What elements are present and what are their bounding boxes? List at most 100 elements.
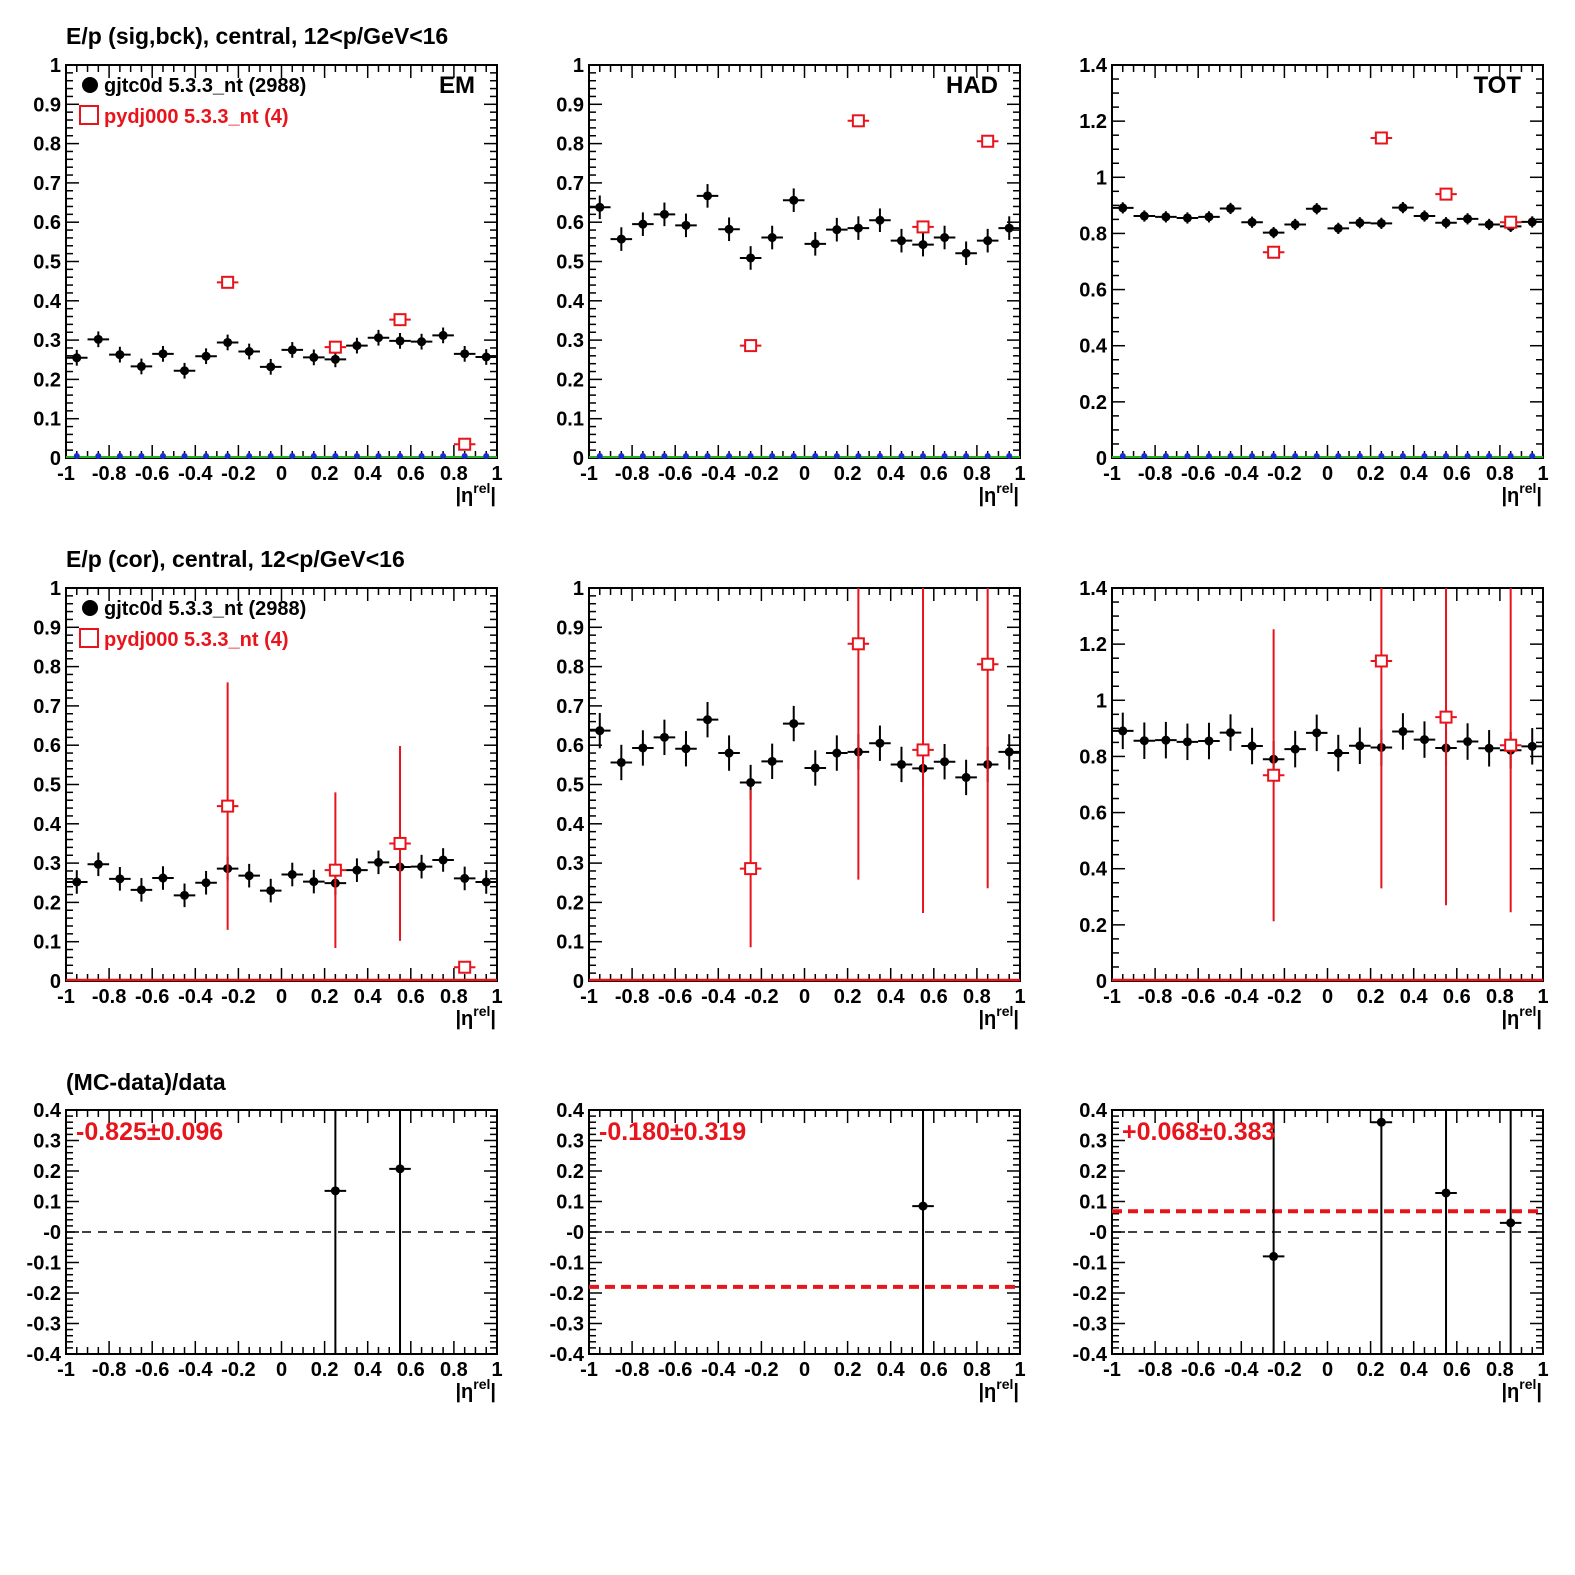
baseline-blue-point — [1313, 453, 1320, 459]
baseline-blue-point — [375, 453, 382, 459]
y-tick-label: 0.4 — [33, 291, 62, 313]
x-tick-label: 0.4 — [354, 1359, 383, 1381]
y-tick-label: 0.6 — [556, 735, 584, 757]
x-axis-label: |ηrel| — [978, 1003, 1019, 1030]
x-tick-label: -0.2 — [1267, 463, 1301, 485]
x-axis-label: |ηrel| — [978, 480, 1019, 507]
data-point — [158, 349, 168, 359]
data-point — [373, 857, 383, 867]
data-point — [1312, 204, 1322, 214]
x-tick-label: -0.2 — [221, 1359, 255, 1381]
x-tick-label: -0.2 — [1267, 986, 1301, 1008]
mc-point — [458, 960, 472, 974]
baseline-blue-point — [1162, 453, 1169, 459]
baseline-blue-point — [920, 453, 927, 459]
data-point — [417, 862, 427, 872]
data-point — [1204, 736, 1214, 746]
baseline-blue-point — [876, 453, 883, 459]
x-tick-label: 0 — [1322, 1359, 1333, 1381]
data-point — [244, 871, 254, 881]
y-tick-label: 0.1 — [33, 409, 61, 431]
y-tick-label: 1 — [573, 55, 584, 77]
baseline-blue-point — [1443, 453, 1450, 459]
y-tick-label: -0.1 — [550, 1253, 584, 1275]
fit-result-label: -0.825±0.096 — [76, 1118, 223, 1146]
baseline-blue-point — [1464, 453, 1471, 459]
y-tick-label: 0.7 — [556, 696, 584, 718]
data-point — [1269, 228, 1279, 238]
y-tick-label: 0.1 — [33, 932, 61, 954]
baseline-blue-point — [747, 453, 754, 459]
y-tick-label: -0.1 — [27, 1253, 61, 1275]
x-tick-label: 0 — [1322, 463, 1333, 485]
baseline-blue-point — [1507, 453, 1514, 459]
fit-result-label: +0.068±0.383 — [1122, 1118, 1275, 1146]
y-tick-label: -0.2 — [550, 1283, 584, 1305]
y-tick-label: 1 — [50, 55, 61, 77]
y-tick-label: 0.5 — [556, 775, 584, 797]
data-point — [481, 352, 491, 362]
panel-tot-sig: -1 -0.8 -0.6 -0.4 -0.2 0 0.2 0.4 0.6 0.8 1|ηrel|00… — [1079, 55, 1548, 507]
data-point — [266, 886, 276, 896]
baseline-blue-point — [138, 453, 145, 459]
panel-em-ratio: -1 -0.8 -0.6 -0.4 -0.2 0 0.2 0.4 0.6 0.8 1|ηrel| -0… — [27, 1100, 503, 1403]
y-tick-label: -0.1 — [1073, 1253, 1107, 1275]
y-tick-label: 0.4 — [33, 814, 62, 836]
panel-had-ratio: -1 -0.8 -0.6 -0.4 -0.2 0 0.2 0.4 0.6 0.8 1|ηrel| -0… — [550, 1100, 1026, 1403]
x-tick-label: -0.4 — [1224, 986, 1259, 1008]
data-point — [724, 748, 734, 758]
x-tick-label: -0.6 — [135, 986, 169, 1008]
x-tick-label: 0.8 — [440, 1359, 468, 1381]
x-tick-label: -1 — [580, 463, 598, 485]
panel-em-cor: -1 -0.8 -0.6 -0.4 -0.2 0 0.2 0.4 0.6 0.8 1|ηrel|00… — [33, 578, 502, 1030]
baseline-blue-point — [181, 453, 188, 459]
data-point — [1398, 726, 1408, 736]
baseline-blue-point — [461, 453, 468, 459]
y-tick-label: 0.3 — [556, 853, 584, 875]
panels: -1 -0.8 -0.6 -0.4 -0.2 0 0.2 0.4 0.6 0.8 1 |ηrel| 0 0… — [27, 55, 1549, 1403]
data-point — [896, 759, 906, 769]
data-point — [115, 874, 125, 884]
x-tick-label: 0.8 — [440, 463, 468, 485]
x-tick-label: 1 — [491, 1359, 502, 1381]
data-point — [136, 361, 146, 371]
data-point — [875, 215, 885, 225]
baseline-blue-point — [726, 453, 733, 459]
x-axis-label: |ηrel| — [1501, 1003, 1542, 1030]
data-point — [1355, 741, 1365, 751]
baseline-blue-point — [941, 453, 948, 459]
mc-point — [393, 836, 407, 850]
baseline-blue-point — [1335, 453, 1342, 459]
data-point — [1527, 217, 1537, 227]
legend-data-label: gjtc0d 5.3.3_nt (2988) — [104, 598, 306, 620]
data-point — [309, 352, 319, 362]
x-tick-label: 0.8 — [963, 986, 991, 1008]
y-tick-label: 0.3 — [33, 853, 61, 875]
x-tick-label: 0.4 — [1400, 463, 1429, 485]
y-tick-label: 1 — [1096, 167, 1107, 189]
y-tick-label: 0.2 — [33, 1161, 61, 1183]
baseline-blue-point — [203, 453, 210, 459]
panel-label: TOT — [1473, 72, 1521, 99]
x-tick-label: -1 — [57, 986, 75, 1008]
ratio-point — [918, 1201, 928, 1211]
mc-point — [1504, 215, 1518, 229]
y-tick-label: 0.2 — [33, 369, 61, 391]
baseline-blue-point — [1486, 453, 1493, 459]
x-tick-label: -0.8 — [1138, 1359, 1172, 1381]
baseline-blue-point — [73, 453, 80, 459]
data-point — [724, 224, 734, 234]
x-tick-label: 0 — [799, 1359, 810, 1381]
mc-point — [1439, 187, 1453, 201]
baseline-blue-point — [332, 453, 339, 459]
data-point — [681, 220, 691, 230]
data-point — [244, 346, 254, 356]
x-tick-label: -0.6 — [135, 463, 169, 485]
x-tick-label: 0.6 — [397, 463, 425, 485]
x-tick-label: -1 — [1103, 1359, 1121, 1381]
x-tick-label: 0.6 — [1443, 1359, 1471, 1381]
y-tick-label: 0.2 — [556, 1161, 584, 1183]
x-tick-label: 1 — [1014, 1359, 1025, 1381]
ratio-point — [1376, 1117, 1386, 1127]
x-tick-label: -0.2 — [744, 1359, 778, 1381]
